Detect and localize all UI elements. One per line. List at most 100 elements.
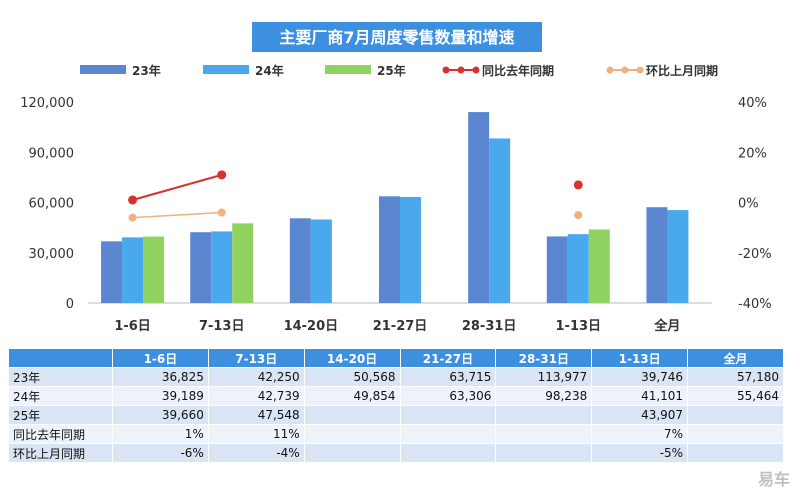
y-left-tick-label: 90,000: [29, 146, 75, 161]
table-header-cell: 28-31日: [495, 348, 593, 368]
point-同比去年同期: [128, 195, 138, 205]
lines: [128, 170, 583, 222]
table-header-cell: 1-6日: [112, 348, 209, 368]
table-row: 24年 39,189 42,739 49,854 63,306 98,238 41,101 5…: [8, 386, 784, 406]
legend-swatch: [203, 65, 249, 74]
y-left-tick-label: 60,000: [29, 197, 75, 212]
table-cell: [495, 424, 593, 444]
legend-marker: [472, 66, 480, 74]
data-table: 1-6日 7-13日 14-20日 21-27日 28-31日 1-13日 全月…: [8, 348, 784, 463]
x-tick-label: 1-6日: [114, 319, 151, 334]
table-row: 同比去年同期 1% 11% 7%: [8, 424, 784, 444]
axes: 0 30,000 60,000 90,000 120,000 -40% -20% 0% 20% 4…: [20, 96, 771, 312]
legend-marker: [606, 66, 614, 74]
table-cell: 55,464: [687, 386, 784, 406]
table-cell: 50,568: [303, 367, 401, 387]
point-同比去年同期: [217, 170, 227, 180]
point-环比上月同期: [574, 211, 583, 220]
table-cell: -6%: [112, 443, 209, 463]
legend-label: 环比上月同期: [646, 63, 718, 78]
legend-swatch: [325, 65, 371, 74]
table-header-cell: 14-20日: [303, 348, 401, 368]
y-right-tick-label: 40%: [738, 96, 767, 111]
table-header-row: 1-6日 7-13日 14-20日 21-27日 28-31日 1-13日 全月: [8, 348, 784, 368]
table-cell: [303, 405, 401, 425]
watermark-logo: 易车: [757, 470, 790, 489]
table-corner-cell: [8, 348, 113, 368]
y-right-tick-label: 0%: [738, 197, 759, 212]
bar-24年: [489, 138, 511, 303]
table-header-cell: 全月: [687, 348, 784, 368]
table-cell: [495, 443, 593, 463]
table-cell: [495, 405, 593, 425]
y-left-tick-label: 30,000: [29, 247, 75, 262]
table-row-label: 25年: [8, 405, 113, 425]
table-cell: [687, 405, 784, 425]
bar-24年: [567, 234, 589, 303]
bar-23年: [468, 112, 490, 303]
bar-24年: [122, 237, 144, 303]
chart: 主要厂商7月周度零售数量和增速 23年 24年 25年 同比去年同期 环比上月同期 0 3…: [20, 22, 772, 334]
bar-24年: [400, 196, 421, 303]
x-tick-label: 1-13日: [556, 319, 602, 334]
point-同比去年同期: [573, 180, 583, 190]
legend-marker: [457, 66, 465, 74]
table-cell: 43,907: [591, 405, 689, 425]
table-cell: -4%: [207, 443, 305, 463]
line-segment-同比去年同期: [132, 173, 222, 201]
bar-24年: [211, 231, 233, 303]
x-tick-label: 7-13日: [199, 319, 245, 334]
table-header-cell: 7-13日: [207, 348, 305, 368]
bar-24年: [310, 219, 332, 303]
bar-23年: [646, 207, 668, 303]
table-cell: 47,548: [207, 405, 305, 425]
table-cell: 113,977: [495, 367, 593, 387]
chart-title-bg: [252, 22, 542, 52]
table-cell: -5%: [591, 443, 689, 463]
table-cell: [303, 424, 401, 444]
x-tick-label: 21-27日: [373, 319, 428, 334]
y-right-tick-label: -20%: [738, 247, 772, 262]
chart-title: 主要厂商7月周度零售数量和增速: [279, 28, 514, 47]
y-right-tick-label: 20%: [738, 146, 767, 161]
table-cell: 1%: [112, 424, 209, 444]
x-axis-labels: 1-6日 7-13日 14-20日 21-27日 28-31日 1-13日 全月: [114, 318, 680, 334]
point-环比上月同期: [217, 208, 226, 217]
bar-25年: [143, 236, 165, 303]
bar-25年: [588, 229, 610, 303]
y-left-tick-label: 120,000: [20, 96, 74, 111]
y-right-tick-label: -40%: [738, 297, 772, 312]
legend-label: 24年: [255, 63, 284, 78]
table-cell: 63,306: [399, 386, 497, 406]
table-row: 23年 36,825 42,250 50,568 63,715 113,977 39,746…: [8, 367, 784, 387]
bar-23年: [289, 218, 311, 303]
table-row: 25年 39,660 47,548 43,907: [8, 405, 784, 425]
table-cell: [399, 405, 497, 425]
x-tick-label: 28-31日: [462, 319, 517, 334]
table-cell: 39,746: [591, 367, 689, 387]
table-row-label: 24年: [8, 386, 113, 406]
table-cell: 98,238: [495, 386, 593, 406]
table-header-cell: 1-13日: [591, 348, 689, 368]
table-cell: 42,250: [207, 367, 305, 387]
table-cell: 39,189: [112, 386, 209, 406]
table-cell: 41,101: [591, 386, 689, 406]
table-cell: 57,180: [687, 367, 784, 387]
legend-marker: [636, 66, 644, 74]
table-cell: 49,854: [303, 386, 401, 406]
x-tick-label: 14-20日: [284, 319, 339, 334]
legend-marker: [442, 66, 450, 74]
x-tick-label: 全月: [653, 318, 680, 334]
table-row-label: 同比去年同期: [8, 424, 113, 444]
bar-23年: [379, 196, 400, 303]
table-row: 环比上月同期 -6% -4% -5%: [8, 443, 784, 463]
table-cell: [687, 443, 784, 463]
table-cell: 11%: [207, 424, 305, 444]
point-环比上月同期: [128, 213, 137, 222]
bar-25年: [232, 223, 254, 303]
legend: 23年 24年 25年 同比去年同期 环比上月同期: [80, 63, 718, 78]
bar-24年: [667, 210, 689, 303]
table-cell: 36,825: [112, 367, 209, 387]
legend-label: 25年: [377, 63, 406, 78]
line-segment-环比上月同期: [132, 211, 222, 219]
